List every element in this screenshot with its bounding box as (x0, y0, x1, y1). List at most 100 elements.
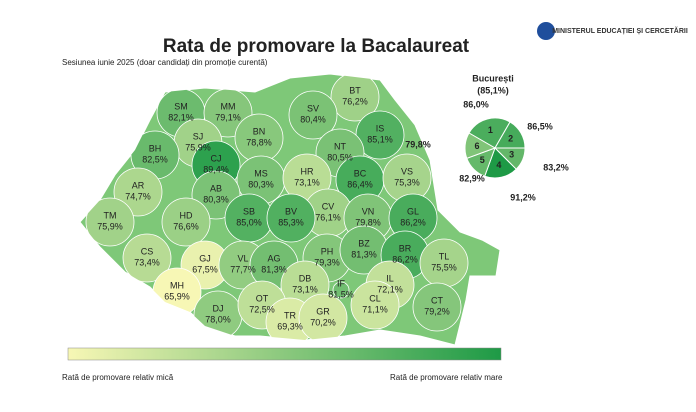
sector-number: 3 (509, 149, 514, 159)
legend-high: Rată de promovare relativ mare (390, 373, 503, 382)
county-code: IF (337, 278, 346, 288)
county-code: TM (104, 210, 117, 220)
sector-value: 86,0% (463, 99, 489, 109)
counties (85, 74, 469, 345)
subtitle: Sesiunea iunie 2025 (doar candidați din … (62, 58, 268, 67)
county-value: 71,1% (362, 304, 388, 314)
sector (468, 117, 511, 149)
county-code: BT (349, 85, 361, 95)
county-value: 78,0% (205, 314, 231, 324)
county-code: BC (354, 168, 367, 178)
county-code: DB (299, 273, 312, 283)
sector-value: 86,5% (527, 121, 553, 131)
county-code: BH (149, 143, 162, 153)
sector-number: 4 (496, 160, 501, 170)
county-code: AG (267, 253, 280, 263)
county-code: BN (253, 126, 266, 136)
bucharest-inset: București (85,1%) 1 86,0% 2 86,5% 3 83,2% 4 91,… (405, 73, 569, 202)
sector-value: 82,9% (459, 173, 485, 183)
legend-gradient (67, 347, 502, 361)
county-value: 76,1% (315, 212, 341, 222)
county-code: AR (132, 180, 145, 190)
sector-number: 2 (508, 133, 513, 143)
county-code: MS (254, 168, 268, 178)
county-code: CV (322, 201, 335, 211)
county-code: DJ (213, 303, 224, 313)
county-code: IS (376, 123, 385, 133)
county-code: NT (334, 141, 346, 151)
county-value: 80,3% (203, 194, 229, 204)
county-value: 81,3% (261, 264, 287, 274)
county-value: 85,1% (367, 134, 393, 144)
county-value: 86,4% (347, 179, 373, 189)
county-value: 76,2% (342, 96, 368, 106)
sector-value: 79,8% (405, 139, 431, 149)
county-value: 75,3% (394, 177, 420, 187)
county-value: 80,4% (300, 114, 326, 124)
county-value: 73,1% (294, 177, 320, 187)
county-code: CS (141, 246, 154, 256)
county-value: 75,9% (97, 221, 123, 231)
county-code: SJ (193, 131, 204, 141)
county-code: BV (285, 206, 297, 216)
county-code: MH (170, 280, 184, 290)
county-code: CT (431, 295, 443, 305)
county-value: 80,5% (327, 152, 353, 162)
county-value: 79,2% (424, 306, 450, 316)
county-value: 85,0% (236, 217, 262, 227)
county-code: GJ (199, 253, 211, 263)
county-value: 89,4% (203, 164, 229, 174)
county-value: 75,5% (431, 262, 457, 272)
county-value: 82,5% (142, 154, 168, 164)
county-value: 86,2% (392, 254, 418, 264)
county-code: MM (221, 101, 236, 111)
county (161, 197, 211, 247)
county-value: 70,2% (310, 317, 336, 327)
county-value: 75,9% (185, 142, 211, 152)
county-code: TL (439, 251, 450, 261)
sector-value: 91,2% (510, 192, 536, 202)
county-value: 79,3% (314, 257, 340, 267)
title: Rata de promovare la Bacalaureat (163, 36, 470, 57)
county-code: SM (174, 101, 188, 111)
county-labels: SM82,1%MM79,1%BT76,2%SV80,4%SJ75,9%BN78,… (97, 85, 457, 331)
sector (464, 132, 497, 159)
bucharest-title: București (472, 73, 514, 83)
county-value: 81,5% (328, 289, 354, 299)
county-code: PH (321, 246, 334, 256)
county-value: 82,1% (168, 112, 194, 122)
county-value: 69,3% (277, 321, 303, 331)
legend-low: Rată de promovare relativ mică (62, 373, 174, 382)
county (85, 197, 135, 247)
sector-number: 5 (480, 155, 485, 165)
county (330, 74, 380, 122)
ministry-name: MINISTERUL EDUCAȚIEI ȘI CERCETĂRII (552, 26, 688, 35)
county-value: 80,3% (248, 179, 274, 189)
county-code: CL (369, 293, 381, 303)
county-code: BZ (358, 238, 370, 248)
county-value: 67,5% (192, 264, 218, 274)
county-value: 86,2% (400, 217, 426, 227)
county-value: 72,1% (377, 284, 403, 294)
bucharest-total: (85,1%) (477, 85, 509, 95)
county (332, 281, 350, 299)
county-code: TR (284, 310, 296, 320)
county-value: 85,3% (278, 217, 304, 227)
county-code: HD (180, 210, 193, 220)
county (350, 280, 400, 330)
county-code: HR (301, 166, 314, 176)
county-value: 78,8% (246, 137, 272, 147)
county (266, 193, 316, 243)
county (122, 233, 172, 283)
county-code: OT (256, 293, 269, 303)
county-code: AB (210, 183, 222, 193)
ministry-logo: MINISTERUL EDUCAȚIEI ȘI CERCETĂRII (537, 22, 688, 40)
county-value: 74,7% (125, 191, 151, 201)
county-value: 73,1% (292, 284, 318, 294)
county-code: SV (307, 103, 319, 113)
county-value: 81,3% (351, 249, 377, 259)
county-code: VL (237, 253, 248, 263)
county-value: 72,5% (249, 304, 275, 314)
county-code: BR (399, 243, 412, 253)
